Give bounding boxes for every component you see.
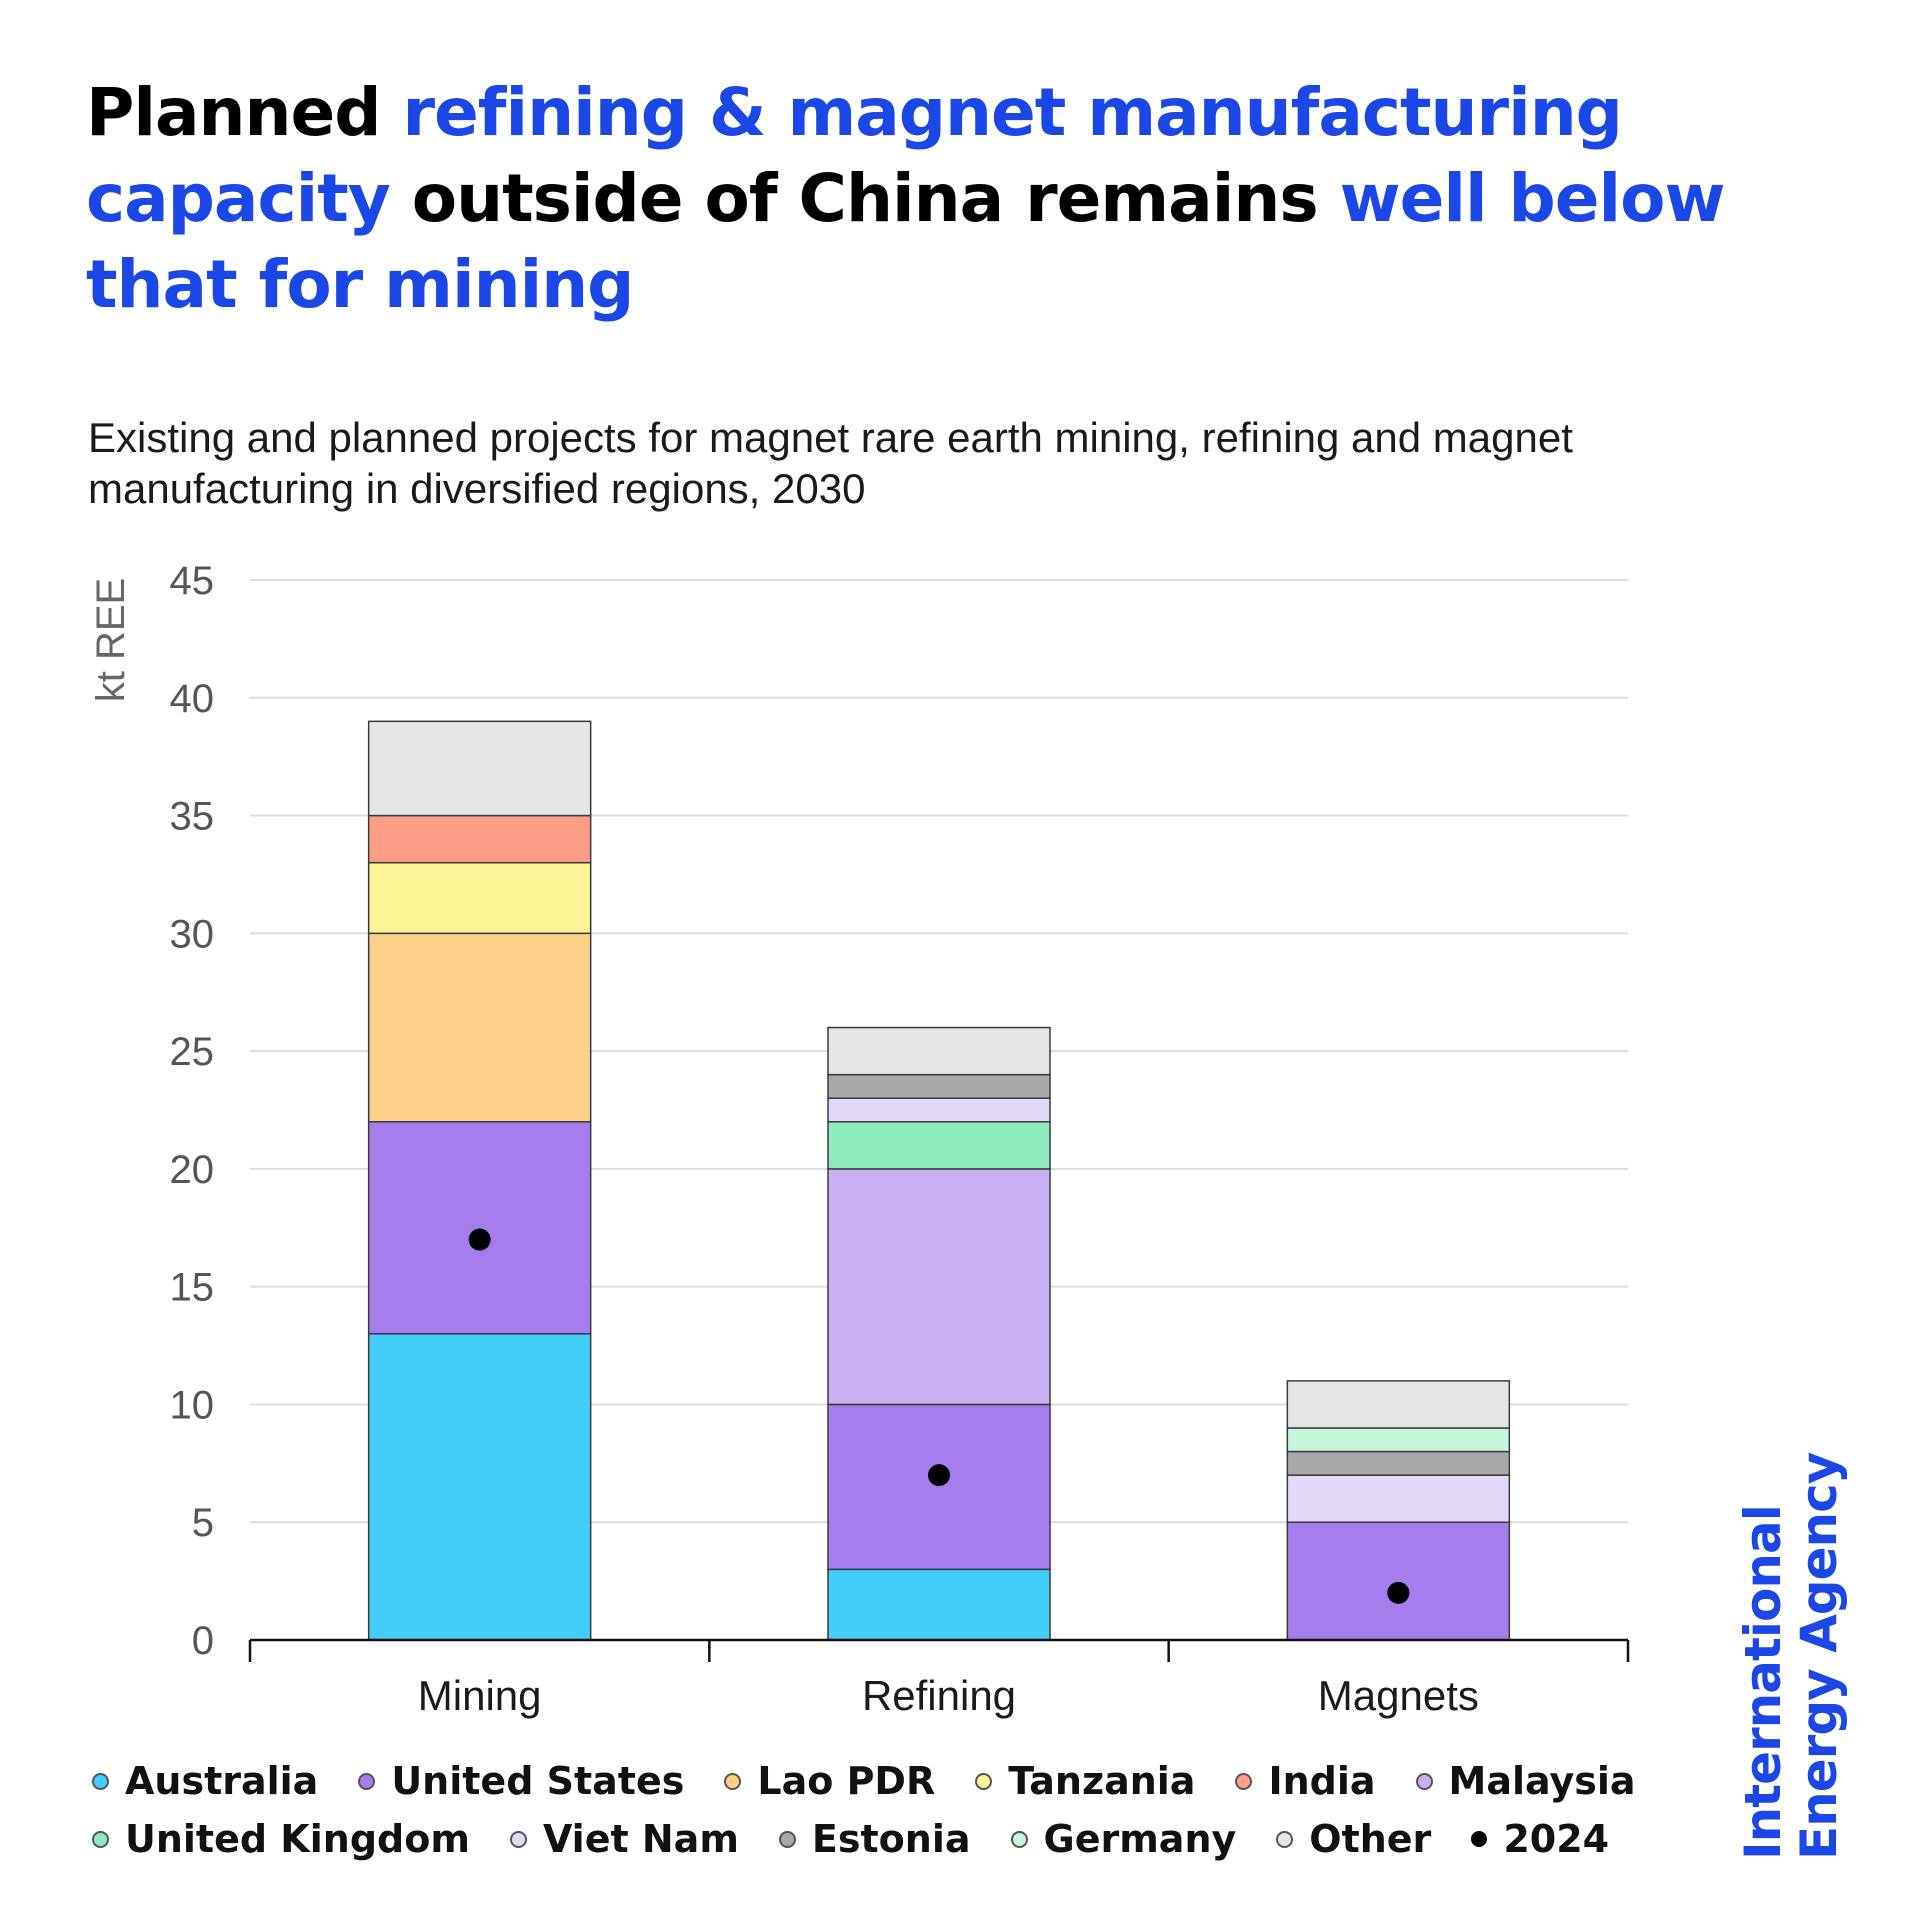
y-tick-label: 5 (192, 1501, 214, 1545)
bar-segment-australia (367, 1333, 592, 1641)
legend-swatch (358, 1772, 376, 1790)
bar-segment-estonia (827, 1073, 1051, 1099)
x-tick-label: Mining (418, 1672, 542, 1719)
title-highlight: refining & magnet manufacturing capacity (86, 74, 1623, 237)
legend-item: United States (358, 1759, 684, 1803)
marker-2024 (928, 1464, 950, 1487)
legend-swatch (1276, 1830, 1294, 1848)
legend-item: 2024 (1471, 1817, 1609, 1861)
y-tick-label: 15 (170, 1266, 215, 1310)
bar-segment-other (827, 1026, 1051, 1076)
bar-segment-other (367, 720, 592, 817)
legend-item: Australia (92, 1759, 318, 1803)
legend-item: Lao PDR (724, 1759, 935, 1803)
y-axis-ticks: 0 5 10 15 20 25 30 35 40 45 (170, 559, 215, 1663)
legend-swatch (975, 1772, 993, 1790)
x-tick-label: Magnets (1318, 1672, 1479, 1719)
marker-2024 (1387, 1581, 1410, 1604)
y-tick-label: 35 (170, 795, 215, 839)
legend-label: Viet Nam (542, 1817, 739, 1861)
title-highlight: well below that for mining (86, 160, 1725, 323)
markers-2024 (468, 1228, 1410, 1604)
legend-swatch (1415, 1772, 1433, 1790)
title-text: Planned (86, 74, 403, 151)
legend-swatch (92, 1772, 109, 1790)
bars (367, 720, 1511, 1641)
legend-swatch (1471, 1831, 1488, 1847)
y-tick-label: 45 (170, 559, 215, 603)
bar-segment-other (1286, 1380, 1511, 1429)
legend-item: Estonia (778, 1817, 971, 1861)
legend-swatch (724, 1772, 742, 1790)
bar-segment-united-states (367, 1121, 592, 1335)
legend-label: United Kingdom (125, 1817, 470, 1861)
chart-subtitle: Existing and planned projects for magnet… (88, 414, 1573, 512)
legend-label: United States (391, 1759, 685, 1803)
bar-segment-india (367, 814, 592, 864)
legend: Australia United States Lao PDR Tanzania Ind… (92, 1752, 1672, 1868)
legend-label: Lao PDR (757, 1759, 936, 1803)
legend-label: Estonia (811, 1817, 971, 1861)
y-tick-label: 25 (170, 1030, 215, 1074)
marker-2024 (468, 1228, 491, 1251)
legend-item: Other (1276, 1817, 1431, 1861)
legend-swatch (1010, 1830, 1028, 1848)
legend-label: India (1268, 1759, 1376, 1803)
legend-row: Australia United States Lao PDR Tanzania Ind… (92, 1752, 1672, 1810)
legend-item: Malaysia (1415, 1759, 1636, 1803)
legend-item: Germany (1010, 1817, 1237, 1861)
legend-swatch (92, 1830, 109, 1848)
x-tick-label: Refining (862, 1672, 1016, 1719)
legend-label: Australia (125, 1759, 319, 1803)
legend-label: Tanzania (1008, 1759, 1196, 1803)
legend-item: Viet Nam (509, 1817, 739, 1861)
y-tick-label: 0 (192, 1619, 214, 1663)
legend-label: Malaysia (1448, 1759, 1636, 1803)
bar-segment-australia (827, 1568, 1051, 1641)
bar-segment-tanzania (367, 861, 592, 935)
y-tick-label: 20 (170, 1148, 215, 1192)
legend-label: 2024 (1503, 1817, 1610, 1861)
bar-segment-lao-pdr (367, 932, 592, 1123)
bar-segment-viet-nam (1286, 1474, 1511, 1523)
bar-segment-germany (1286, 1427, 1511, 1453)
title-text: outside of China remains (389, 160, 1340, 237)
y-tick-label: 10 (170, 1383, 215, 1427)
x-axis-ticks: Mining Refining Magnets (418, 1672, 1479, 1719)
legend-swatch (509, 1830, 527, 1848)
y-tick-label: 40 (170, 677, 215, 721)
bar-segment-estonia (1286, 1450, 1511, 1476)
legend-swatch (778, 1830, 796, 1848)
stacked-bar-chart: 0 5 10 15 20 25 30 35 40 45 kt REE Mining Refining… (89, 559, 1630, 1719)
legend-item: India (1235, 1759, 1376, 1803)
legend-item: United Kingdom (92, 1817, 470, 1861)
y-tick-label: 30 (170, 912, 215, 956)
logo-line-2: Energy Agency (1790, 1452, 1848, 1860)
bar-segment-viet-nam (827, 1097, 1051, 1123)
legend-label: Germany (1043, 1817, 1237, 1861)
legend-label: Other (1309, 1817, 1432, 1861)
legend-item: Tanzania (975, 1759, 1195, 1803)
chart-title: Planned refining & magnet manufacturing … (86, 70, 1786, 328)
legend-swatch (1235, 1772, 1253, 1790)
legend-row: United Kingdom Viet Nam Estonia Germany Othe… (92, 1810, 1672, 1868)
bar-segment-malaysia (827, 1168, 1051, 1406)
iea-logo: International Energy Agency (1734, 1452, 1848, 1860)
bar-segment-united-states (1286, 1521, 1511, 1641)
logo-line-1: International (1734, 1505, 1792, 1860)
bar-segment-united-states (827, 1403, 1051, 1571)
x-axis (248, 1638, 1630, 1662)
y-axis-label: kt REE (89, 578, 133, 702)
bar-segment-united-kingdom (827, 1121, 1051, 1170)
